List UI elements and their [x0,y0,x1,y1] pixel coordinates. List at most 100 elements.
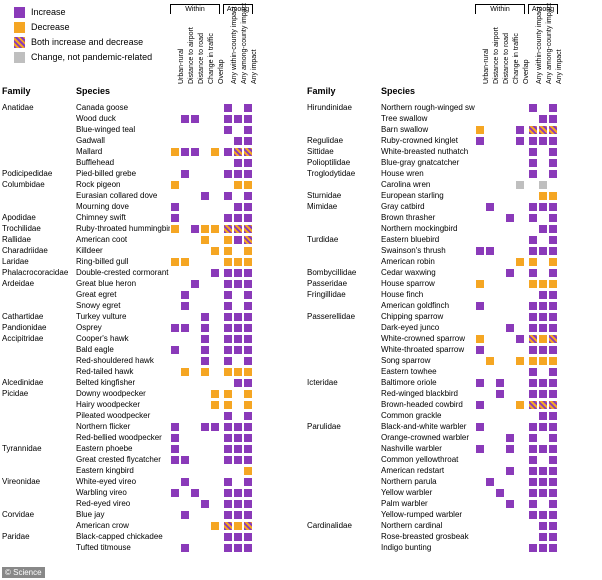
family-label: Cardinalidae [305,521,381,530]
heatmap-cell [180,224,190,234]
species-label: Common yellowthroat [381,455,475,464]
cells [170,169,253,179]
table-row: Nashville warbler [305,443,558,454]
heatmap-cell [528,455,538,465]
heatmap-cell [495,378,505,388]
heatmap-cell [515,279,525,289]
heatmap-cell [485,312,495,322]
heatmap-cell [223,136,233,146]
table-row: Great egret [0,289,253,300]
heatmap-cell [243,444,253,454]
heatmap-cell [538,323,548,333]
heatmap-cell [210,455,220,465]
species-label: Bald eagle [76,345,170,354]
heatmap-cell [180,378,190,388]
heatmap-cell [515,301,525,311]
heatmap-cell [505,378,515,388]
heatmap-cell [485,455,495,465]
heatmap-cell [495,136,505,146]
table-row: Red-eyed vireo [0,498,253,509]
heatmap-cell [538,477,548,487]
heatmap-cell [515,400,525,410]
heatmap-cell [475,334,485,344]
heatmap-cell [515,389,525,399]
heatmap-cell [495,213,505,223]
heatmap-cell [515,444,525,454]
heatmap-cell [528,389,538,399]
heatmap-cell [223,147,233,157]
axis-family: Family [2,86,31,96]
table-row: CathartidaeTurkey vulture [0,311,253,322]
cells [475,213,558,223]
heatmap-cell [505,268,515,278]
family-label: Turdidae [305,235,381,244]
family-label: Alcedinidae [0,378,76,387]
heatmap-cell [528,125,538,135]
heatmap-cell [505,367,515,377]
heatmap-cell [548,158,558,168]
heatmap-cell [475,114,485,124]
heatmap-cell [233,367,243,377]
heatmap-cell [528,543,538,553]
heatmap-cell [190,125,200,135]
heatmap-cell [233,356,243,366]
heatmap-cell [485,422,495,432]
heatmap-cell [190,213,200,223]
heatmap-cell [485,345,495,355]
heatmap-cell [515,378,525,388]
cells [170,158,253,168]
heatmap-cell [170,191,180,201]
heatmap-cell [475,400,485,410]
heatmap-cell [528,180,538,190]
heatmap-cell [223,477,233,487]
heatmap-cell [180,334,190,344]
heatmap-cell [538,224,548,234]
legend-label: Decrease [31,21,70,34]
heatmap-cell [210,246,220,256]
heatmap-cell [485,356,495,366]
table-row: Dark-eyed junco [305,322,558,333]
heatmap-cell [485,301,495,311]
species-label: Brown thrasher [381,213,475,222]
heatmap-cell [495,488,505,498]
heatmap-cell [243,279,253,289]
heatmap-cell [190,301,200,311]
heatmap-cell [170,543,180,553]
heatmap-cell [200,499,210,509]
heatmap-cell [548,312,558,322]
heatmap-cell [548,510,558,520]
heatmap-cell [223,356,233,366]
heatmap-cell [475,422,485,432]
heatmap-cell [495,158,505,168]
heatmap-cell [548,444,558,454]
heatmap-cell [505,312,515,322]
heatmap-cell [515,213,525,223]
legend-item: Both increase and decrease [14,36,152,49]
column-header: Overlap [218,59,225,84]
heatmap-cell [495,345,505,355]
heatmap-cell [485,213,495,223]
heatmap-cell [223,323,233,333]
heatmap-cell [475,367,485,377]
heatmap-cell [528,147,538,157]
legend-swatch [14,52,25,63]
heatmap-cell [210,466,220,476]
heatmap-cell [475,268,485,278]
heatmap-cell [548,114,558,124]
heatmap-cell [528,510,538,520]
heatmap-cell [170,532,180,542]
heatmap-cell [180,521,190,531]
heatmap-cell [495,356,505,366]
heatmap-cell [475,213,485,223]
heatmap-cell [210,257,220,267]
heatmap-cell [233,378,243,388]
heatmap-cell [485,114,495,124]
heatmap-cell [475,477,485,487]
cells [475,433,558,443]
heatmap-cell [200,400,210,410]
table-row: AlcedinidaeBelted kingfisher [0,377,253,388]
heatmap-cell [505,444,515,454]
heatmap-cell [243,466,253,476]
heatmap-cell [475,389,485,399]
table-row: Song sparrow [305,355,558,366]
